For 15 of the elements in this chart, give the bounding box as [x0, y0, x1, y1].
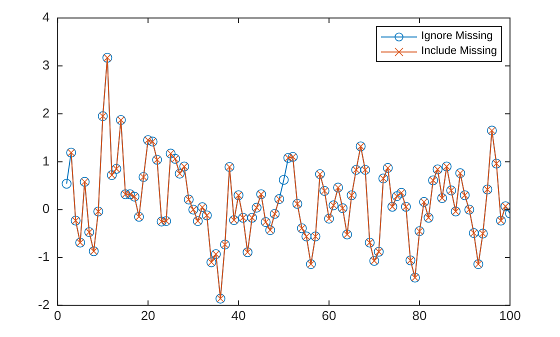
legend-label: Include Missing [421, 44, 497, 59]
legend-label: Ignore Missing [421, 29, 493, 44]
x-tick-label: 20 [140, 308, 156, 323]
x-tick-label: 60 [322, 308, 336, 323]
y-tick-label: 2 [42, 105, 50, 120]
y-tick-label: 0 [42, 201, 50, 216]
y-tick-label: 1 [42, 153, 50, 168]
y-tick-label: -2 [38, 296, 50, 312]
x-tick-label: 100 [499, 308, 521, 323]
y-tick-label: 4 [42, 10, 50, 25]
x-tick-label: 0 [54, 308, 62, 323]
x-tick-label: 80 [412, 308, 427, 323]
x-tick-label: 40 [231, 308, 246, 323]
y-tick-label: -1 [38, 249, 50, 264]
y-tick-label: 3 [42, 57, 50, 72]
